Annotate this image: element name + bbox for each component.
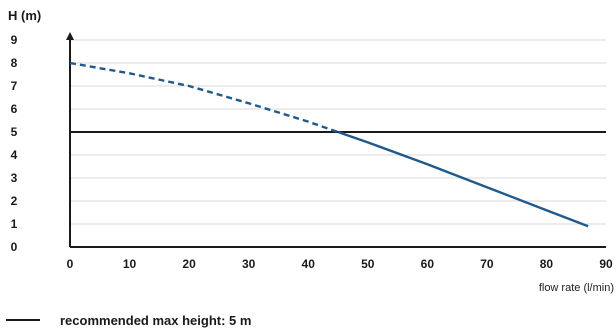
y-tick-label: 6 (11, 102, 18, 116)
y-axis-arrow-icon (66, 32, 74, 40)
x-tick-label: 90 (599, 257, 613, 271)
legend: recommended max height: 5 m (6, 312, 252, 328)
y-tick-label: 7 (11, 79, 18, 93)
y-tick-label: 9 (11, 33, 18, 47)
axes (66, 32, 606, 248)
y-tick-label: 8 (11, 56, 18, 70)
y-tick-label: 5 (11, 125, 18, 139)
y-tick-label: 0 (11, 240, 18, 254)
legend-swatch-reference-line (6, 319, 40, 321)
pump-curve-dashed (69, 61, 339, 134)
x-axis-title: flow rate (l/min) (538, 282, 614, 294)
legend-label: recommended max height: 5 m (60, 312, 252, 328)
x-tick-label: 0 (67, 257, 74, 271)
y-tick-label: 2 (11, 194, 18, 208)
pump-curve-solid (337, 130, 589, 228)
x-tick-label: 40 (302, 257, 316, 271)
x-tick-label: 20 (182, 257, 196, 271)
y-tick-label: 3 (11, 171, 18, 185)
y-axis-title: H (m) (8, 8, 42, 23)
x-tick-label: 50 (361, 257, 375, 271)
series-lines (69, 61, 606, 228)
x-tick-label: 80 (540, 257, 554, 271)
x-tick-label: 30 (242, 257, 256, 271)
x-tick-label: 70 (480, 257, 494, 271)
x-tick-label: 10 (123, 257, 137, 271)
x-tick-label: 60 (421, 257, 435, 271)
y-tick-label: 1 (11, 217, 18, 231)
y-tick-label: 4 (11, 148, 18, 162)
